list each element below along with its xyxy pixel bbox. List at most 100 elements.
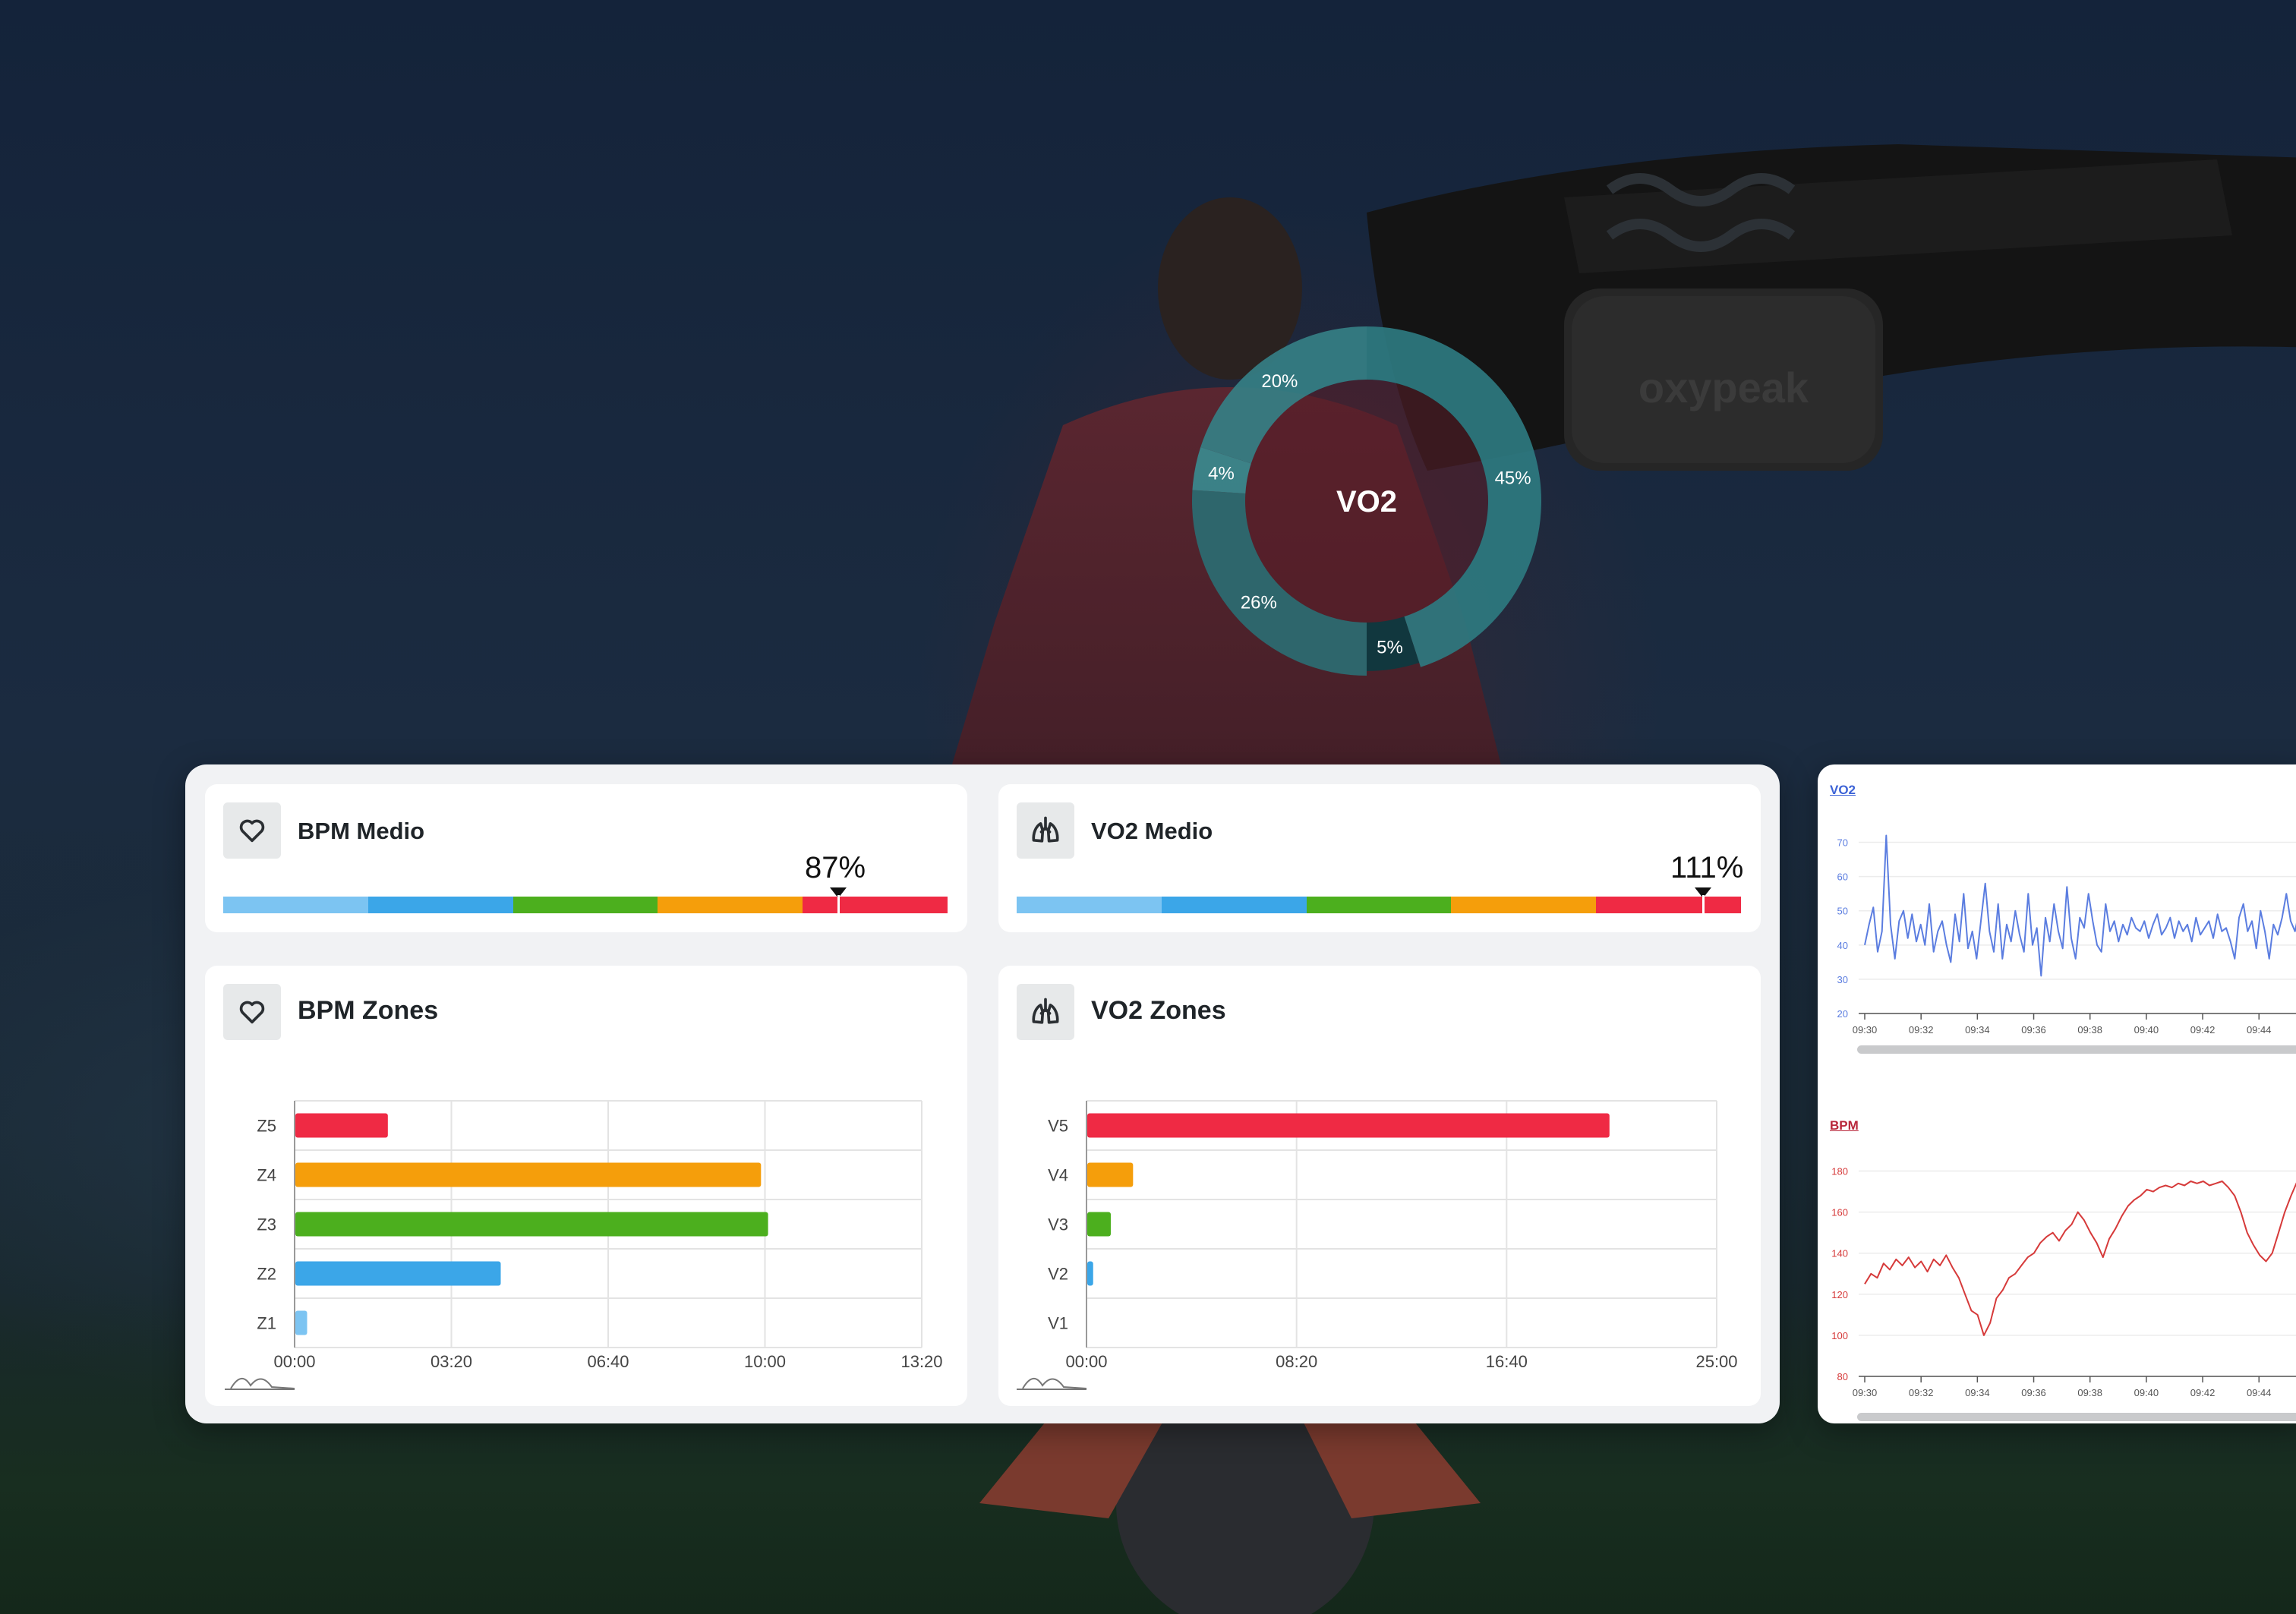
x-tick-label: 00:00	[1065, 1352, 1107, 1371]
vo2-medio-percent: 111%	[1670, 851, 1744, 884]
x-tick-label: 09:42	[2190, 1024, 2216, 1036]
zone-segment-3	[512, 897, 658, 913]
category-label: Z2	[257, 1265, 276, 1284]
zone-segment-2	[1161, 897, 1307, 913]
bpm-scrollbar[interactable]	[1857, 1413, 2296, 1421]
x-tick-label: 08:20	[1276, 1352, 1317, 1371]
vo2-scrollbar[interactable]	[1857, 1045, 2296, 1054]
zone-bar	[1087, 1113, 1610, 1138]
donut-slice-label: 20%	[1261, 371, 1298, 392]
bpm-zones-title: BPM Zones	[298, 996, 439, 1025]
zone-segment-5	[1596, 897, 1741, 913]
bpm-medio-marker	[830, 887, 847, 898]
x-tick-label: 09:38	[2077, 1387, 2102, 1398]
y-tick-label: 50	[1837, 906, 1848, 917]
x-tick-label: 16:40	[1486, 1352, 1528, 1371]
bpm-medio-percent: 87%	[805, 851, 866, 884]
zone-bar	[295, 1310, 308, 1335]
donut-slice	[1367, 616, 1420, 671]
bpm-medio-title: BPM Medio	[298, 818, 425, 844]
x-tick-label: 09:38	[2077, 1024, 2102, 1036]
x-tick-label: 09:30	[1853, 1387, 1878, 1398]
y-tick-label: 40	[1837, 940, 1848, 951]
zone-bar	[1087, 1212, 1111, 1237]
donut-slice	[1367, 326, 1541, 667]
x-tick-label: 09:36	[2021, 1387, 2046, 1398]
y-tick-label: 70	[1837, 837, 1848, 849]
y-tick-label: 60	[1837, 872, 1848, 883]
x-tick-label: 09:42	[2190, 1387, 2216, 1398]
vo2-donut-chart: 45% 5% 26% 4% 20% VO2	[1192, 326, 1541, 676]
heart-icon	[223, 984, 281, 1040]
vo2-medio-panel: VO2 Medio 111%	[998, 784, 1761, 932]
y-tick-label: 140	[1831, 1248, 1848, 1259]
category-label: V4	[1048, 1166, 1068, 1185]
vo2-medio-title: VO2 Medio	[1091, 818, 1213, 844]
zone-segment-4	[1451, 897, 1597, 913]
zone-segment-1	[223, 897, 368, 913]
heart-icon	[223, 802, 281, 859]
x-tick-label: 06:40	[587, 1352, 629, 1371]
x-tick-label: 09:40	[2134, 1024, 2159, 1036]
series-line	[1864, 1181, 2296, 1336]
vo2-medio-marker	[1695, 887, 1711, 898]
zone-segment-1	[1017, 897, 1162, 913]
vo2-zones-title: VO2 Zones	[1091, 996, 1226, 1025]
y-tick-label: 80	[1837, 1371, 1848, 1382]
y-tick-label: 180	[1831, 1166, 1848, 1177]
bpm-medio-marker-line	[837, 895, 840, 915]
x-tick-label: 09:40	[2134, 1387, 2159, 1398]
category-label: V3	[1048, 1215, 1068, 1234]
zone-segment-2	[367, 897, 513, 913]
category-label: Z4	[257, 1166, 276, 1185]
category-label: V1	[1048, 1314, 1068, 1333]
chest-strap-image: oxypeak	[1367, 144, 2296, 471]
y-tick-label: 120	[1831, 1289, 1848, 1300]
donut-slice	[1192, 490, 1367, 676]
vo2-zones-panel: VO2 Zones 00:00 08:20 16:40 25:00 V5 V4 V3 V2 V1	[998, 966, 1761, 1406]
category-label: V2	[1048, 1265, 1068, 1284]
vo2-line-title[interactable]: VO2	[1830, 783, 1856, 797]
vo2-line-chart: 70 60 50 40 30 20 09:30 09:32 09:34 09:36 09:38 09:…	[1837, 834, 2296, 1036]
bpm-zones-chart: 00:00 03:20 06:40 10:00 13:20 Z5 Z4 Z3 Z2 Z1	[225, 1100, 943, 1390]
donut-center-label: VO2	[1336, 485, 1397, 519]
x-tick-label: 03:20	[430, 1352, 472, 1371]
donut-slice	[1200, 326, 1367, 464]
brand-logo: oxypeak	[1638, 364, 1809, 411]
vo2-zones-chart: 00:00 08:20 16:40 25:00 V5 V4 V3 V2 V1	[1017, 1100, 1738, 1390]
series-line	[1864, 834, 2296, 977]
x-tick-label: 09:32	[1909, 1024, 1934, 1036]
dashboard-card: BPM Medio 87% VO2 Medio 111%	[185, 764, 1780, 1423]
donut-slice-label: 45%	[1495, 468, 1531, 488]
x-tick-label: 09:32	[1909, 1387, 1934, 1398]
category-label: Z3	[257, 1215, 276, 1234]
donut-slice-label: 4%	[1208, 463, 1235, 484]
zone-segment-5	[803, 897, 948, 913]
donut-slice-label: 5%	[1377, 638, 1403, 658]
x-tick-label: 09:36	[2021, 1024, 2046, 1036]
vo2-medio-zone-bar	[1017, 897, 1741, 913]
donut-slice-label: 26%	[1241, 592, 1277, 613]
zone-segment-3	[1306, 897, 1452, 913]
zone-bar	[1087, 1261, 1093, 1286]
y-tick-label: 20	[1837, 1008, 1848, 1020]
x-tick-label: 10:00	[744, 1352, 786, 1371]
zone-bar	[295, 1162, 762, 1187]
donut-hole	[1245, 380, 1488, 623]
zone-bar	[295, 1261, 501, 1286]
x-tick-label: 09:34	[1965, 1024, 1990, 1036]
category-label: V5	[1048, 1117, 1068, 1136]
x-tick-label: 09:44	[2247, 1387, 2272, 1398]
distribution-icon	[1022, 1378, 1087, 1389]
vo2-medio-marker-line	[1702, 895, 1705, 915]
x-tick-label: 25:00	[1695, 1352, 1737, 1371]
category-label: Z5	[257, 1117, 276, 1136]
distribution-icon	[230, 1378, 295, 1389]
zone-bar	[1087, 1162, 1134, 1187]
bpm-line-title[interactable]: BPM	[1830, 1118, 1859, 1133]
lungs-icon	[1017, 984, 1074, 1040]
zone-segment-4	[658, 897, 803, 913]
donut-slice	[1192, 446, 1251, 493]
bpm-line-chart: 180 160 140 120 100 80 09:30 09:32 09:34 09:36 09:…	[1831, 1166, 2296, 1398]
x-tick-label: 09:34	[1965, 1387, 1990, 1398]
